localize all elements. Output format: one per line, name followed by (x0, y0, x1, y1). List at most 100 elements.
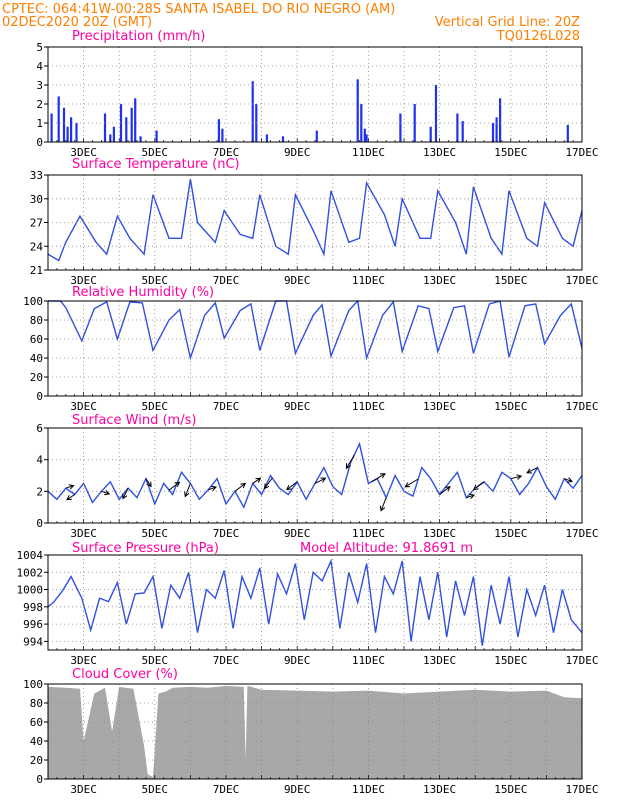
header-vertical-grid: Vertical Grid Line: 20Z (435, 15, 580, 30)
x-tick-label: 3DEC (70, 783, 97, 796)
header-model: TQ0126L028 (496, 29, 580, 44)
y-tick-label: 2 (36, 485, 43, 498)
precip-bar (495, 117, 498, 142)
x-tick-label: 3DEC (70, 527, 97, 540)
wind-vector-arrow (439, 486, 451, 495)
wind-vector-arrow (510, 474, 523, 480)
precip-bar (66, 126, 69, 142)
precip-bar (221, 128, 224, 142)
x-tick-label: 7DEC (213, 527, 240, 540)
x-tick-label: 3DEC (70, 274, 97, 287)
wind-vector-arrow (371, 473, 386, 482)
y-tick-label: 21 (30, 264, 43, 277)
temperature-title: Surface Temperature (nC) (72, 157, 240, 172)
wind-vector-arrow (145, 478, 152, 488)
wind-vector-arrow (379, 497, 387, 512)
x-tick-label: 3DEC (70, 400, 97, 413)
y-tick-label: 24 (30, 240, 44, 253)
x-tick-label: 7DEC (213, 400, 240, 413)
x-tick-label: 13DEC (423, 527, 456, 540)
x-tick-label: 5DEC (142, 146, 169, 159)
x-tick-label: 11DEC (352, 146, 385, 159)
wind-vector-arrow (345, 454, 355, 470)
x-tick-label: 5DEC (142, 527, 169, 540)
wind-vector-arrow (404, 478, 419, 488)
y-tick-label: 0 (36, 390, 43, 403)
x-tick-label: 13DEC (423, 274, 456, 287)
wind-vector-arrow (101, 489, 111, 496)
precip-bar (456, 113, 459, 142)
humidity-title: Relative Humidity (%) (72, 285, 214, 300)
y-tick-label: 5 (36, 41, 43, 54)
precip-bar (281, 136, 285, 142)
x-tick-label: 17DEC (565, 274, 598, 287)
wind-vector-arrow (564, 477, 573, 483)
y-tick-label: 1004 (17, 549, 44, 562)
x-tick-label: 9DEC (284, 274, 311, 287)
precip-bar (103, 113, 107, 142)
x-tick-label: 15DEC (494, 527, 527, 540)
header-station: CPTEC: 064:41W-00:28S SANTA ISABEL DO RI… (2, 2, 395, 17)
precip-bar (566, 124, 569, 142)
y-tick-label: 3 (36, 79, 43, 92)
cloud-cover-title: Cloud Cover (%) (72, 667, 178, 682)
precip-bar (70, 117, 73, 142)
x-tick-label: 7DEC (213, 274, 240, 287)
wind-panel: Surface Wind (m/s) 0 2 4 6 3DEC 5DEC 7DEC 9DEC 1… (36, 413, 598, 540)
y-tick-label: 27 (30, 217, 43, 230)
rh-series-line (48, 299, 583, 361)
y-tick-label: 100 (23, 295, 43, 308)
x-tick-label: 5DEC (142, 400, 169, 413)
x-tick-label: 15DEC (494, 274, 527, 287)
x-tick-label: 5DEC (142, 783, 169, 796)
pres-series-line (47, 558, 583, 646)
x-tick-label: 9DEC (284, 400, 311, 413)
x-tick-label: 13DEC (423, 783, 456, 796)
precip-bar (112, 126, 115, 142)
y-tick-label: 4 (36, 454, 43, 467)
header-run-date: 02DEC2020 20Z (GMT) (2, 15, 152, 30)
y-tick-label: 0 (36, 136, 43, 149)
precip-bar (75, 123, 78, 142)
y-tick-label: 20 (30, 371, 43, 384)
precip-bar (217, 119, 220, 142)
precip-bar (155, 130, 158, 142)
y-tick-label: 6 (36, 422, 43, 435)
y-tick-label: 100 (23, 678, 43, 691)
wind-vector-arrow (314, 477, 327, 484)
temperature-panel: Surface Temperature (nC) 21 24 27 30 33 3DEC 5… (30, 157, 599, 287)
wind-vector-arrow (526, 467, 538, 474)
precip-bar (365, 134, 368, 142)
y-tick-label: 80 (30, 697, 43, 710)
wind-vector-arrow (184, 483, 191, 498)
x-tick-label: 9DEC (284, 527, 311, 540)
y-tick-label: 0 (36, 773, 43, 786)
x-tick-label: 13DEC (423, 400, 456, 413)
y-tick-label: 20 (30, 754, 43, 767)
x-tick-label: 15DEC (494, 654, 527, 667)
y-tick-label: 40 (30, 735, 43, 748)
x-tick-label: 5DEC (142, 274, 169, 287)
humidity-panel: Relative Humidity (%) 0 20 40 60 80 100 3DEC 5D… (23, 285, 598, 413)
model-altitude-label: Model Altitude: 91.8691 m (300, 541, 473, 556)
wind-vector-arrow (234, 482, 247, 492)
wind-vector-arrow (252, 477, 262, 484)
y-tick-label: 998 (23, 601, 43, 614)
precip-bar (130, 107, 133, 142)
precipitation-panel: Precipitation (mm/h) 0 1 2 3 4 5 3DEC 5DEC 7DEC 9… (36, 29, 598, 159)
wind-vector-arrow (285, 481, 298, 491)
x-tick-label: 17DEC (565, 146, 598, 159)
x-tick-label: 7DEC (213, 146, 240, 159)
cloud-cover-panel: Cloud Cover (%) 0 20 40 60 80 100 3DEC 5DEC 7DEC… (23, 667, 598, 796)
y-tick-label: 40 (30, 352, 43, 365)
pressure-title: Surface Pressure (hPa) (72, 541, 219, 556)
pressure-panel: Surface Pressure (hPa) Model Altitude: 9… (17, 541, 599, 667)
wind-vector-arrow (66, 494, 75, 501)
y-tick-label: 1002 (17, 566, 44, 579)
y-tick-label: 60 (30, 333, 43, 346)
y-tick-label: 1000 (17, 584, 44, 597)
x-tick-label: 13DEC (423, 654, 456, 667)
precip-bar (139, 136, 142, 142)
